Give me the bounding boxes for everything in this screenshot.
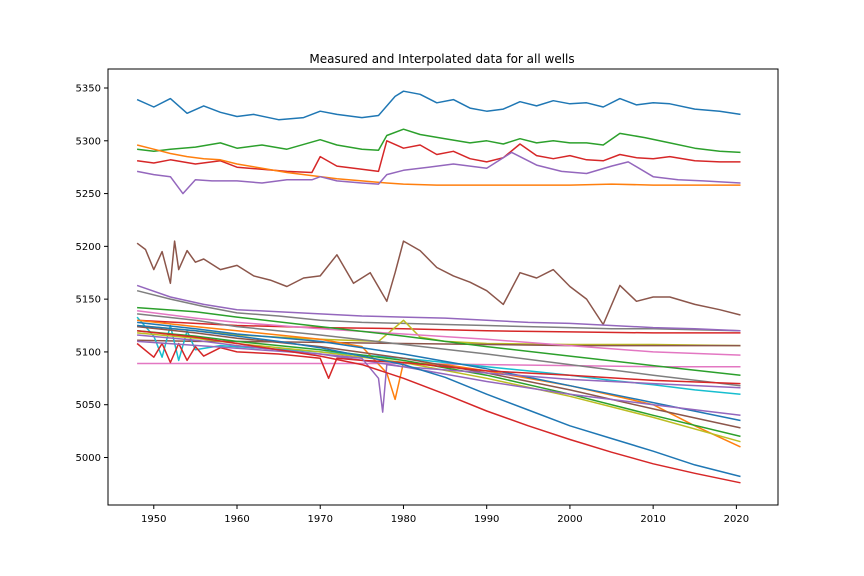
chart-title: Measured and Interpolated data for all w… — [309, 52, 574, 66]
y-tick-label: 5250 — [76, 189, 101, 200]
series-line-1 — [137, 128, 741, 154]
series-line-7 — [136, 284, 741, 332]
series-line-2 — [137, 140, 741, 174]
series-line-11 — [137, 310, 741, 356]
y-tick-label: 5100 — [76, 347, 101, 358]
x-tick-label: 1950 — [141, 514, 166, 525]
series-line-24 — [137, 324, 741, 478]
x-tick-label: 2000 — [557, 514, 582, 525]
x-tick-label: 2010 — [640, 514, 665, 525]
series-line-8 — [137, 319, 741, 334]
series-line-3 — [136, 144, 741, 186]
series-line-25 — [137, 330, 741, 484]
x-tick-label: 1980 — [391, 514, 416, 525]
y-tick-label: 5050 — [76, 400, 101, 411]
series-line-19 — [137, 330, 741, 438]
series-line-9 — [137, 319, 741, 347]
plot-frame — [107, 68, 779, 506]
series-line-17 — [137, 321, 741, 422]
series-line-4 — [136, 151, 741, 195]
y-tick-label: 5000 — [76, 453, 101, 464]
x-tick-label: 1990 — [474, 514, 499, 525]
x-tick-label: 1970 — [308, 514, 333, 525]
series-line-14 — [137, 306, 741, 376]
y-tick-label: 5350 — [76, 84, 101, 95]
series-line-6 — [136, 289, 741, 332]
plot-series — [136, 90, 741, 484]
series-line-0 — [136, 90, 741, 121]
y-tick-label: 5300 — [76, 136, 101, 147]
y-tick-label: 5200 — [76, 242, 101, 253]
series-line-23 — [137, 340, 741, 413]
series-line-22 — [136, 342, 741, 385]
series-line-16 — [137, 319, 741, 448]
series-line-18 — [137, 325, 741, 429]
series-line-5 — [136, 240, 741, 326]
x-tick-label: 1960 — [224, 514, 249, 525]
x-axis: 1950 1960 1970 1980 1990 2000 2010 2020 — [141, 505, 749, 525]
y-axis: 5000 5050 5100 5150 5200 5250 5300 5350 — [76, 84, 108, 464]
x-tick-label: 2020 — [724, 514, 749, 525]
series-line-15 — [137, 313, 741, 387]
y-tick-label: 5150 — [76, 295, 101, 306]
